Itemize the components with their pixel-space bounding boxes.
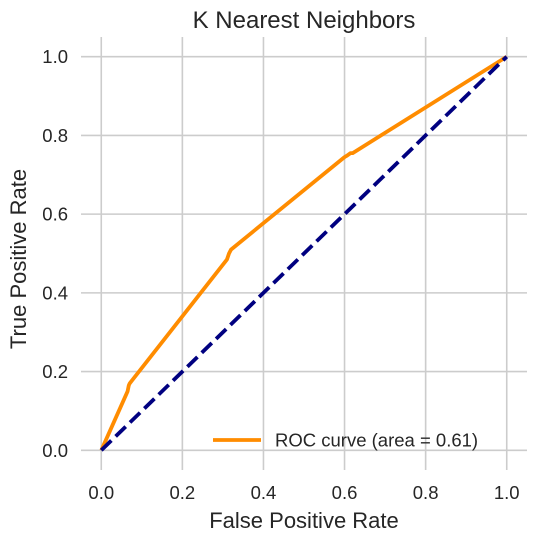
x-tick-label: 0.6 xyxy=(332,482,358,503)
x-tick-label: 0.8 xyxy=(413,482,439,503)
tick-labels: 0.0 0.2 0.4 0.6 0.8 1.0 0.0 0.2 0.4 0.6 0.8 1.0 xyxy=(42,46,519,503)
legend: ROC curve (area = 0.61) xyxy=(213,430,478,451)
legend-entry-label: ROC curve (area = 0.61) xyxy=(275,430,478,451)
chance-diagonal-line xyxy=(99,55,509,452)
y-tick-label: 0.8 xyxy=(42,125,68,146)
y-tick-label: 0.6 xyxy=(42,204,68,225)
x-tick-label: 1.0 xyxy=(494,482,520,503)
grid xyxy=(81,37,527,470)
roc-curve-line xyxy=(99,55,508,452)
y-tick-label: 0.4 xyxy=(42,282,68,303)
y-tick-label: 1.0 xyxy=(42,46,68,67)
chart-title: K Nearest Neighbors xyxy=(193,7,416,34)
y-axis-label: True Positive Rate xyxy=(6,169,31,349)
x-axis-label: False Positive Rate xyxy=(209,508,399,533)
y-tick-label: 0.2 xyxy=(42,361,68,382)
x-tick-label: 0.4 xyxy=(251,482,277,503)
y-tick-label: 0.0 xyxy=(42,440,68,461)
x-tick-label: 0.2 xyxy=(170,482,196,503)
x-tick-label: 0.0 xyxy=(88,482,114,503)
plot-series xyxy=(99,55,509,452)
